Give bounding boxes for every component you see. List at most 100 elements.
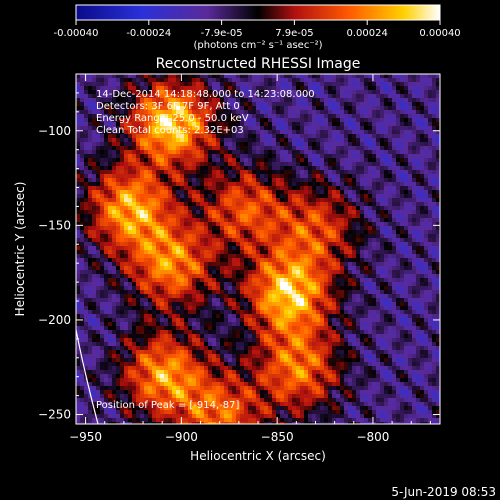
heatmap-cell xyxy=(156,90,160,94)
heatmap-cell xyxy=(196,282,200,286)
heatmap-cell xyxy=(80,98,84,102)
heatmap-cell xyxy=(140,242,144,246)
heatmap-cell xyxy=(296,126,300,130)
heatmap-cell xyxy=(144,114,148,118)
heatmap-cell xyxy=(252,266,256,270)
heatmap-cell xyxy=(176,106,180,110)
heatmap-cell xyxy=(248,178,252,182)
heatmap-cell xyxy=(164,102,168,106)
heatmap-cell xyxy=(180,418,184,422)
heatmap-cell xyxy=(128,274,132,278)
heatmap-cell xyxy=(256,122,260,126)
heatmap-cell xyxy=(216,82,220,86)
heatmap-cell xyxy=(248,266,252,270)
heatmap-cell xyxy=(152,162,156,166)
heatmap-cell xyxy=(188,90,192,94)
heatmap-cell xyxy=(232,402,236,406)
heatmap-cell xyxy=(128,226,132,230)
heatmap-cell xyxy=(220,202,224,206)
heatmap-cell xyxy=(284,170,288,174)
heatmap-cell xyxy=(124,146,128,150)
heatmap-cell xyxy=(272,74,276,78)
heatmap-cell xyxy=(196,366,200,370)
heatmap-cell xyxy=(136,74,140,78)
heatmap-cell xyxy=(272,278,276,282)
heatmap-cell xyxy=(128,414,132,418)
heatmap-cell xyxy=(76,134,80,138)
heatmap-cell xyxy=(148,246,152,250)
heatmap-cell xyxy=(292,198,296,202)
heatmap-cell xyxy=(88,190,92,194)
heatmap-cell xyxy=(120,142,124,146)
heatmap-cell xyxy=(208,330,212,334)
heatmap-cell xyxy=(284,346,288,350)
heatmap-cell xyxy=(252,334,256,338)
heatmap-cell xyxy=(208,154,212,158)
heatmap-cell xyxy=(100,162,104,166)
heatmap-cell xyxy=(216,138,220,142)
heatmap-cell xyxy=(148,418,152,422)
heatmap-cell xyxy=(92,390,96,394)
heatmap-cell xyxy=(276,334,280,338)
heatmap-cell xyxy=(80,366,84,370)
heatmap-cell xyxy=(252,126,256,130)
heatmap-cell xyxy=(136,418,140,422)
heatmap-cell xyxy=(296,198,300,202)
heatmap-cell xyxy=(280,246,284,250)
heatmap-cell xyxy=(108,202,112,206)
heatmap-cell xyxy=(136,78,140,82)
heatmap-cell xyxy=(160,398,164,402)
heatmap-cell xyxy=(120,270,124,274)
heatmap-cell xyxy=(152,242,156,246)
heatmap-cell xyxy=(260,354,264,358)
heatmap-cell xyxy=(248,134,252,138)
heatmap-cell xyxy=(240,370,244,374)
heatmap-cell xyxy=(180,138,184,142)
heatmap-cell xyxy=(120,214,124,218)
heatmap-cell xyxy=(88,226,92,230)
heatmap-cell xyxy=(176,274,180,278)
heatmap-cell xyxy=(292,90,296,94)
heatmap-cell xyxy=(88,82,92,86)
heatmap-cell xyxy=(96,410,100,414)
heatmap-cell xyxy=(236,242,240,246)
heatmap-cell xyxy=(104,386,108,390)
heatmap-cell xyxy=(200,170,204,174)
heatmap-cell xyxy=(216,118,220,122)
heatmap-cell xyxy=(76,282,80,286)
heatmap-cell xyxy=(284,190,288,194)
heatmap-cell xyxy=(160,118,164,122)
heatmap-cell xyxy=(92,122,96,126)
heatmap-cell xyxy=(292,298,296,302)
heatmap-cell xyxy=(88,134,92,138)
heatmap-cell xyxy=(244,150,248,154)
heatmap-cell xyxy=(152,414,156,418)
heatmap-cell xyxy=(100,94,104,98)
heatmap-cell xyxy=(256,394,260,398)
heatmap-cell xyxy=(124,414,128,418)
heatmap-cell xyxy=(296,322,300,326)
heatmap-cell xyxy=(280,374,284,378)
heatmap-cell xyxy=(188,114,192,118)
heatmap-cell xyxy=(208,398,212,402)
heatmap-cell xyxy=(260,282,264,286)
heatmap-cell xyxy=(220,278,224,282)
heatmap-cell xyxy=(260,270,264,274)
heatmap-cell xyxy=(224,338,228,342)
heatmap-cell xyxy=(76,234,80,238)
heatmap-cell xyxy=(176,214,180,218)
heatmap-cell xyxy=(108,354,112,358)
heatmap-cell xyxy=(184,402,188,406)
heatmap-cell xyxy=(112,262,116,266)
heatmap-cell xyxy=(96,82,100,86)
heatmap-cell xyxy=(196,274,200,278)
heatmap-cell xyxy=(152,206,156,210)
heatmap-cell xyxy=(132,306,136,310)
heatmap-cell xyxy=(112,366,116,370)
heatmap-cell xyxy=(300,98,304,102)
heatmap-cell xyxy=(100,186,104,190)
heatmap-cell xyxy=(260,414,264,418)
heatmap-cell xyxy=(204,318,208,322)
heatmap-cell xyxy=(168,214,172,218)
heatmap-cell xyxy=(80,122,84,126)
